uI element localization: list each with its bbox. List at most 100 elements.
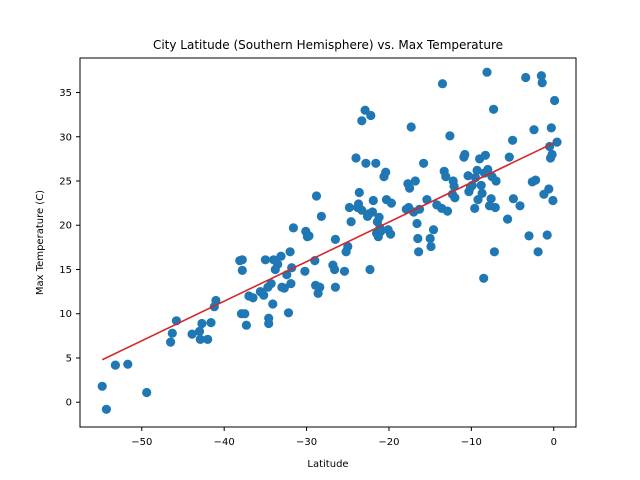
data-point-108 <box>437 79 448 89</box>
data-point-40 <box>285 247 295 257</box>
data-point-128 <box>476 180 486 190</box>
data-point-62 <box>346 217 356 227</box>
data-point-18 <box>237 265 247 275</box>
data-point-6 <box>167 328 177 338</box>
data-point-97 <box>412 218 422 229</box>
data-point-161 <box>547 149 557 160</box>
data-point-58 <box>339 266 350 276</box>
data-point-98 <box>413 233 423 244</box>
data-point-31 <box>268 299 278 309</box>
data-point-151 <box>531 175 541 185</box>
data-point-153 <box>536 71 547 81</box>
data-point-41 <box>286 279 296 289</box>
y-tick-label: 35 <box>59 88 72 99</box>
y-axis-ticks: 0 5 10 15 20 25 30 35 <box>59 88 80 409</box>
data-point-104 <box>426 241 436 252</box>
data-point-76 <box>368 195 378 206</box>
data-point-35 <box>276 251 286 261</box>
data-point-136 <box>486 194 496 204</box>
plot-frame <box>79 57 577 428</box>
data-point-147 <box>521 72 531 83</box>
data-point-119 <box>463 171 473 181</box>
data-point-110 <box>441 172 451 182</box>
x-tick-label: −20 <box>378 437 399 448</box>
data-point-44 <box>300 266 310 276</box>
data-point-11 <box>197 318 207 329</box>
data-point-43 <box>288 223 298 233</box>
data-point-56 <box>330 234 340 244</box>
data-point-164 <box>552 137 562 147</box>
data-point-29 <box>264 318 274 329</box>
data-point-115 <box>449 181 459 191</box>
data-point-63 <box>351 153 361 163</box>
chart-title: City Latitude (Southern Hemisphere) vs. … <box>153 38 503 52</box>
x-tick-label: −50 <box>131 437 152 448</box>
regression-line <box>101 142 555 361</box>
data-point-52 <box>315 282 325 292</box>
data-point-118 <box>460 149 470 160</box>
x-tick-label: −10 <box>461 437 482 448</box>
data-point-61 <box>344 202 354 213</box>
y-tick-label: 15 <box>59 265 72 276</box>
data-point-89 <box>386 198 396 208</box>
data-point-26 <box>260 255 270 265</box>
x-axis-ticks: −50 −40 −30 −20 −10 0 <box>131 427 557 448</box>
data-point-134 <box>483 164 493 175</box>
data-point-37 <box>279 283 289 293</box>
data-points <box>97 67 562 414</box>
data-point-50 <box>311 191 322 201</box>
data-point-8 <box>187 329 197 339</box>
data-point-162 <box>548 195 558 206</box>
data-point-132 <box>480 150 490 160</box>
data-point-148 <box>524 231 534 241</box>
data-point-93 <box>405 183 415 193</box>
x-tick-label: 0 <box>551 437 557 448</box>
data-point-150 <box>529 125 539 135</box>
data-point-15 <box>211 295 221 306</box>
data-point-34 <box>273 259 283 269</box>
data-point-139 <box>489 247 499 257</box>
data-point-10 <box>195 334 205 344</box>
y-tick-label: 20 <box>59 221 72 232</box>
data-point-3 <box>123 359 133 369</box>
data-point-77 <box>371 158 381 168</box>
data-point-67 <box>357 205 367 215</box>
x-tick-label: −30 <box>296 437 317 448</box>
data-point-133 <box>482 67 492 77</box>
data-point-123 <box>470 203 480 213</box>
data-point-96 <box>410 176 420 186</box>
y-tick-label: 10 <box>59 309 72 320</box>
y-tick-label: 30 <box>59 132 72 143</box>
data-point-21 <box>241 320 251 330</box>
y-tick-label: 0 <box>66 398 72 409</box>
data-point-141 <box>491 176 501 186</box>
data-point-145 <box>508 194 518 204</box>
y-tick-label: 25 <box>59 177 72 188</box>
data-point-66 <box>354 187 364 198</box>
data-point-157 <box>544 184 554 194</box>
data-point-70 <box>361 158 371 168</box>
x-tick-label: −40 <box>214 437 235 448</box>
data-point-140 <box>490 202 500 213</box>
data-point-53 <box>316 211 326 221</box>
y-axis-label: Max Temperature (C) <box>35 190 46 295</box>
data-point-60 <box>343 241 353 252</box>
y-tick-label: 5 <box>66 353 72 364</box>
data-point-19 <box>237 255 247 265</box>
data-point-75 <box>367 207 378 217</box>
plot-area <box>80 58 576 427</box>
data-point-23 <box>248 293 258 303</box>
data-point-2 <box>110 360 120 370</box>
data-point-0 <box>97 381 107 391</box>
data-point-101 <box>419 158 429 168</box>
data-point-20 <box>240 309 250 319</box>
data-point-112 <box>445 131 455 141</box>
data-point-39 <box>283 308 294 318</box>
data-point-130 <box>479 273 489 283</box>
data-point-116 <box>450 193 460 203</box>
x-axis-label: Latitude <box>307 459 348 470</box>
data-point-47 <box>304 231 314 241</box>
data-point-9 <box>194 326 205 336</box>
data-point-5 <box>166 337 176 347</box>
